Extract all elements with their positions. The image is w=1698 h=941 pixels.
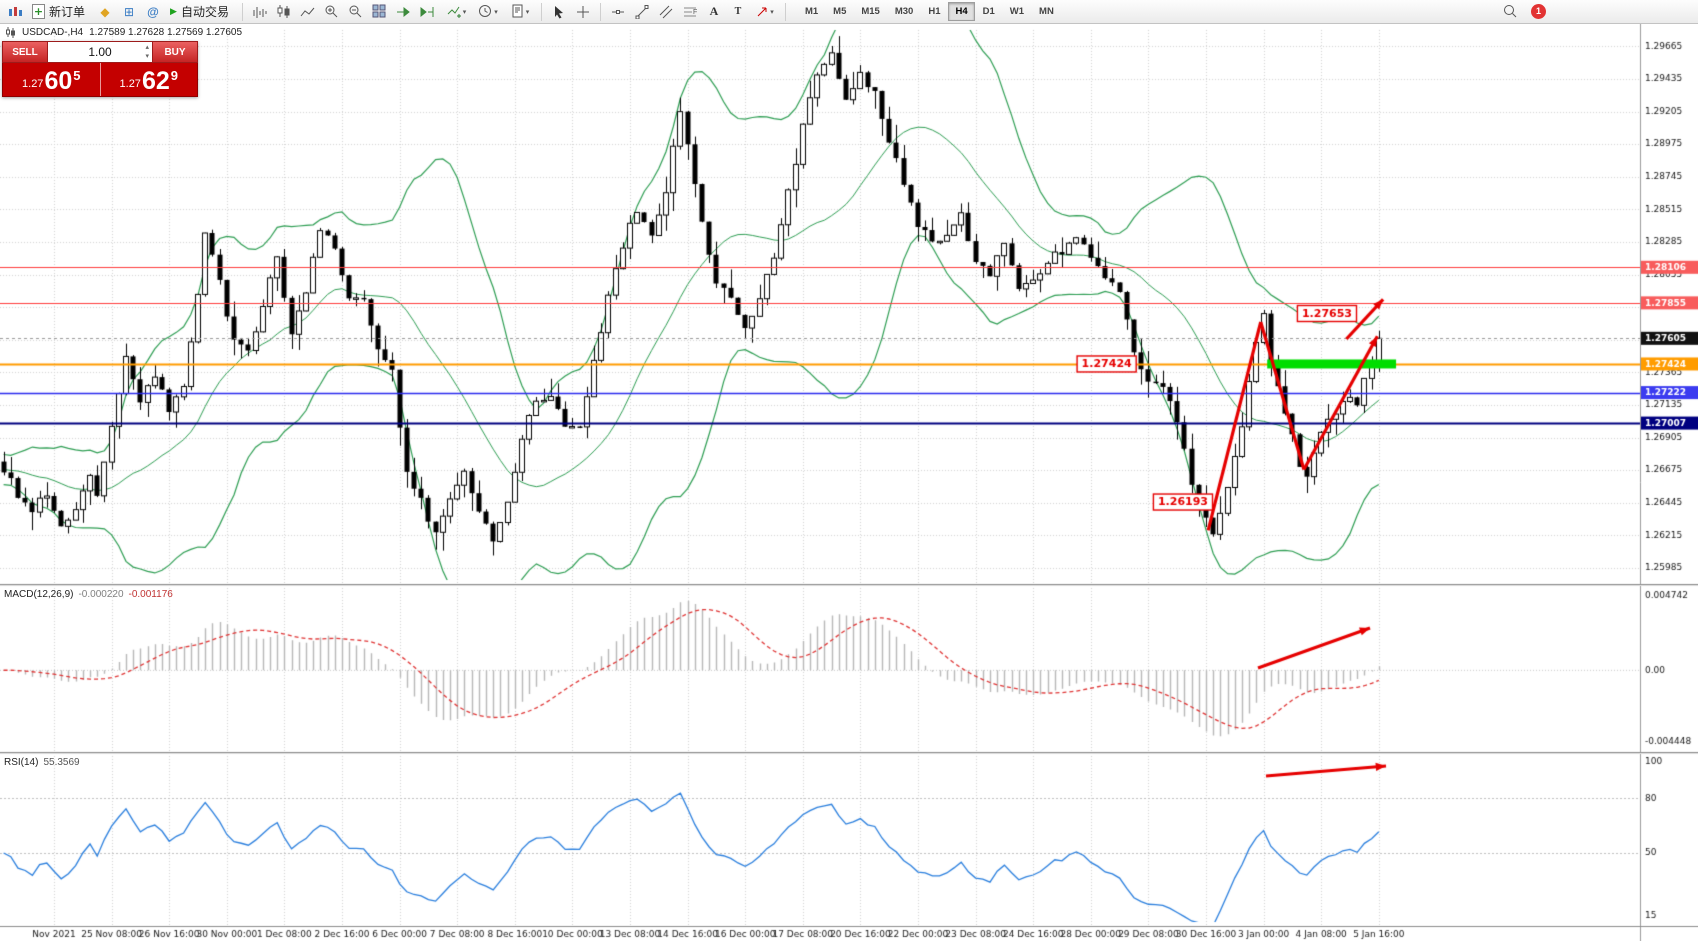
toolbar-right-group: 1 (1499, 2, 1546, 22)
lot-size-value: 1.00 (88, 45, 112, 59)
symbol-candle-icon (6, 27, 15, 38)
autotrading-label: 自动交易 (180, 5, 229, 19)
lot-size-field[interactable]: 1.00 ▴ ▾ (48, 41, 152, 63)
trendline-tool-button[interactable] (631, 2, 653, 22)
timeframe-mn-button[interactable]: MN (1032, 2, 1061, 21)
lot-up-icon[interactable]: ▴ (145, 44, 149, 51)
notification-badge[interactable]: 1 (1531, 4, 1546, 19)
toolbar-separator (540, 2, 542, 21)
buy-price-big: 62 (141, 67, 170, 95)
toolbar-separator (241, 2, 243, 21)
autotrading-play-icon: ▶ (170, 6, 177, 16)
indicators-dropdown-button[interactable]: ▾ (441, 2, 471, 22)
zoom-in-button[interactable] (321, 2, 343, 22)
timeframe-m1-button[interactable]: M1 (798, 2, 825, 21)
one-click-trading-panel: SELL 1.00 ▴ ▾ BUY 1.27 60 5 1.27 62 9 (2, 41, 198, 97)
buy-price-sup: 9 (170, 68, 178, 83)
timeframe-m15-button[interactable]: M15 (854, 2, 886, 21)
sell-price-small: 1.27 (22, 78, 44, 90)
new-order-label: 新订单 (49, 5, 86, 19)
channel-tool-button[interactable] (655, 2, 677, 22)
rsi-name: RSI(14) (4, 757, 39, 768)
rsi-indicator-label: RSI(14) 55.3569 (4, 757, 80, 768)
new-order-button[interactable]: + 新订单 (28, 2, 92, 22)
label-tool-button[interactable]: T (734, 6, 742, 17)
templates-dropdown-button[interactable]: ▾ (505, 2, 535, 22)
sell-price-display[interactable]: 1.27 60 5 (3, 63, 100, 96)
price-chart-canvas[interactable] (0, 24, 1698, 941)
symbol-ohlc: 1.27589 1.27628 1.27569 1.27605 (89, 27, 243, 38)
sell-price-big: 60 (44, 67, 73, 95)
data-window-icon[interactable]: @ (147, 4, 159, 19)
chevron-down-icon: ▾ (770, 8, 774, 16)
candlestick-chart-button[interactable] (273, 2, 295, 22)
timeframe-w1-button[interactable]: W1 (1003, 2, 1031, 21)
metaeditor-icon[interactable]: ◆ (100, 4, 110, 19)
svg-text:F: F (693, 9, 697, 16)
lot-down-icon[interactable]: ▾ (145, 53, 149, 60)
chevron-down-icon: ▾ (462, 8, 467, 16)
timeframe-toolbar: M1 M5 M15 M30 H1 H4 D1 W1 MN (798, 2, 1061, 21)
timeframe-h4-button[interactable]: H4 (948, 2, 975, 21)
line-chart-button[interactable] (297, 2, 319, 22)
toolbar-separator (599, 2, 601, 21)
macd-main-value: -0.000220 (78, 589, 124, 600)
chevron-down-icon: ▾ (525, 8, 530, 16)
search-icon[interactable] (1499, 2, 1521, 22)
chart-shift-button[interactable] (417, 2, 439, 22)
toolbar-separator (784, 2, 786, 21)
buy-button[interactable]: BUY (152, 41, 198, 63)
auto-scroll-button[interactable] (393, 2, 415, 22)
tile-windows-button[interactable] (369, 2, 391, 22)
autotrading-button[interactable]: ▶ 自动交易 (166, 2, 236, 22)
new-order-icon: + (32, 4, 45, 19)
timeframe-m30-button[interactable]: M30 (888, 2, 920, 21)
lot-spinner[interactable]: ▴ ▾ (145, 43, 149, 61)
price-divider (99, 63, 101, 96)
macd-signal-value: -0.001176 (128, 589, 173, 600)
market-watch-icon[interactable]: ⊞ (123, 4, 135, 19)
sell-price-sup: 5 (73, 68, 81, 83)
timeframe-d1-button[interactable]: D1 (976, 2, 1002, 21)
cursor-tool-button[interactable] (548, 2, 570, 22)
timeframe-h1-button[interactable]: H1 (921, 2, 947, 21)
sell-button[interactable]: SELL (2, 41, 48, 63)
periods-dropdown-button[interactable]: ▾ (473, 2, 503, 22)
symbol-name: USDCAD-,H4 (22, 27, 84, 38)
buy-price-display[interactable]: 1.27 62 9 (101, 63, 198, 96)
macd-indicator-label: MACD(12,26,9) -0.000220 -0.001176 (4, 589, 173, 600)
crosshair-tool-button[interactable] (572, 2, 594, 22)
chevron-down-icon: ▾ (494, 8, 498, 16)
bar-chart-button[interactable] (249, 2, 271, 22)
symbol-quote-line: USDCAD-,H4 1.27589 1.27628 1.27569 1.276… (5, 27, 242, 38)
zoom-out-button[interactable] (345, 2, 367, 22)
text-tool-button[interactable]: A (709, 4, 719, 18)
fibonacci-tool-button[interactable]: F (679, 2, 701, 22)
arrows-tool-dropdown-button[interactable]: ▾ (751, 2, 779, 22)
timeframe-m5-button[interactable]: M5 (826, 2, 853, 21)
rsi-value: 55.3569 (43, 757, 80, 768)
main-toolbar: + 新订单 ◆ ⊞ @ ▶ 自动交易 ▾ ▾ ▾ (0, 0, 1698, 24)
macd-name: MACD(12,26,9) (4, 589, 74, 600)
new-chart-icon[interactable] (4, 2, 26, 22)
horizontal-line-tool-button[interactable] (607, 2, 629, 22)
buy-price-small: 1.27 (119, 78, 141, 90)
